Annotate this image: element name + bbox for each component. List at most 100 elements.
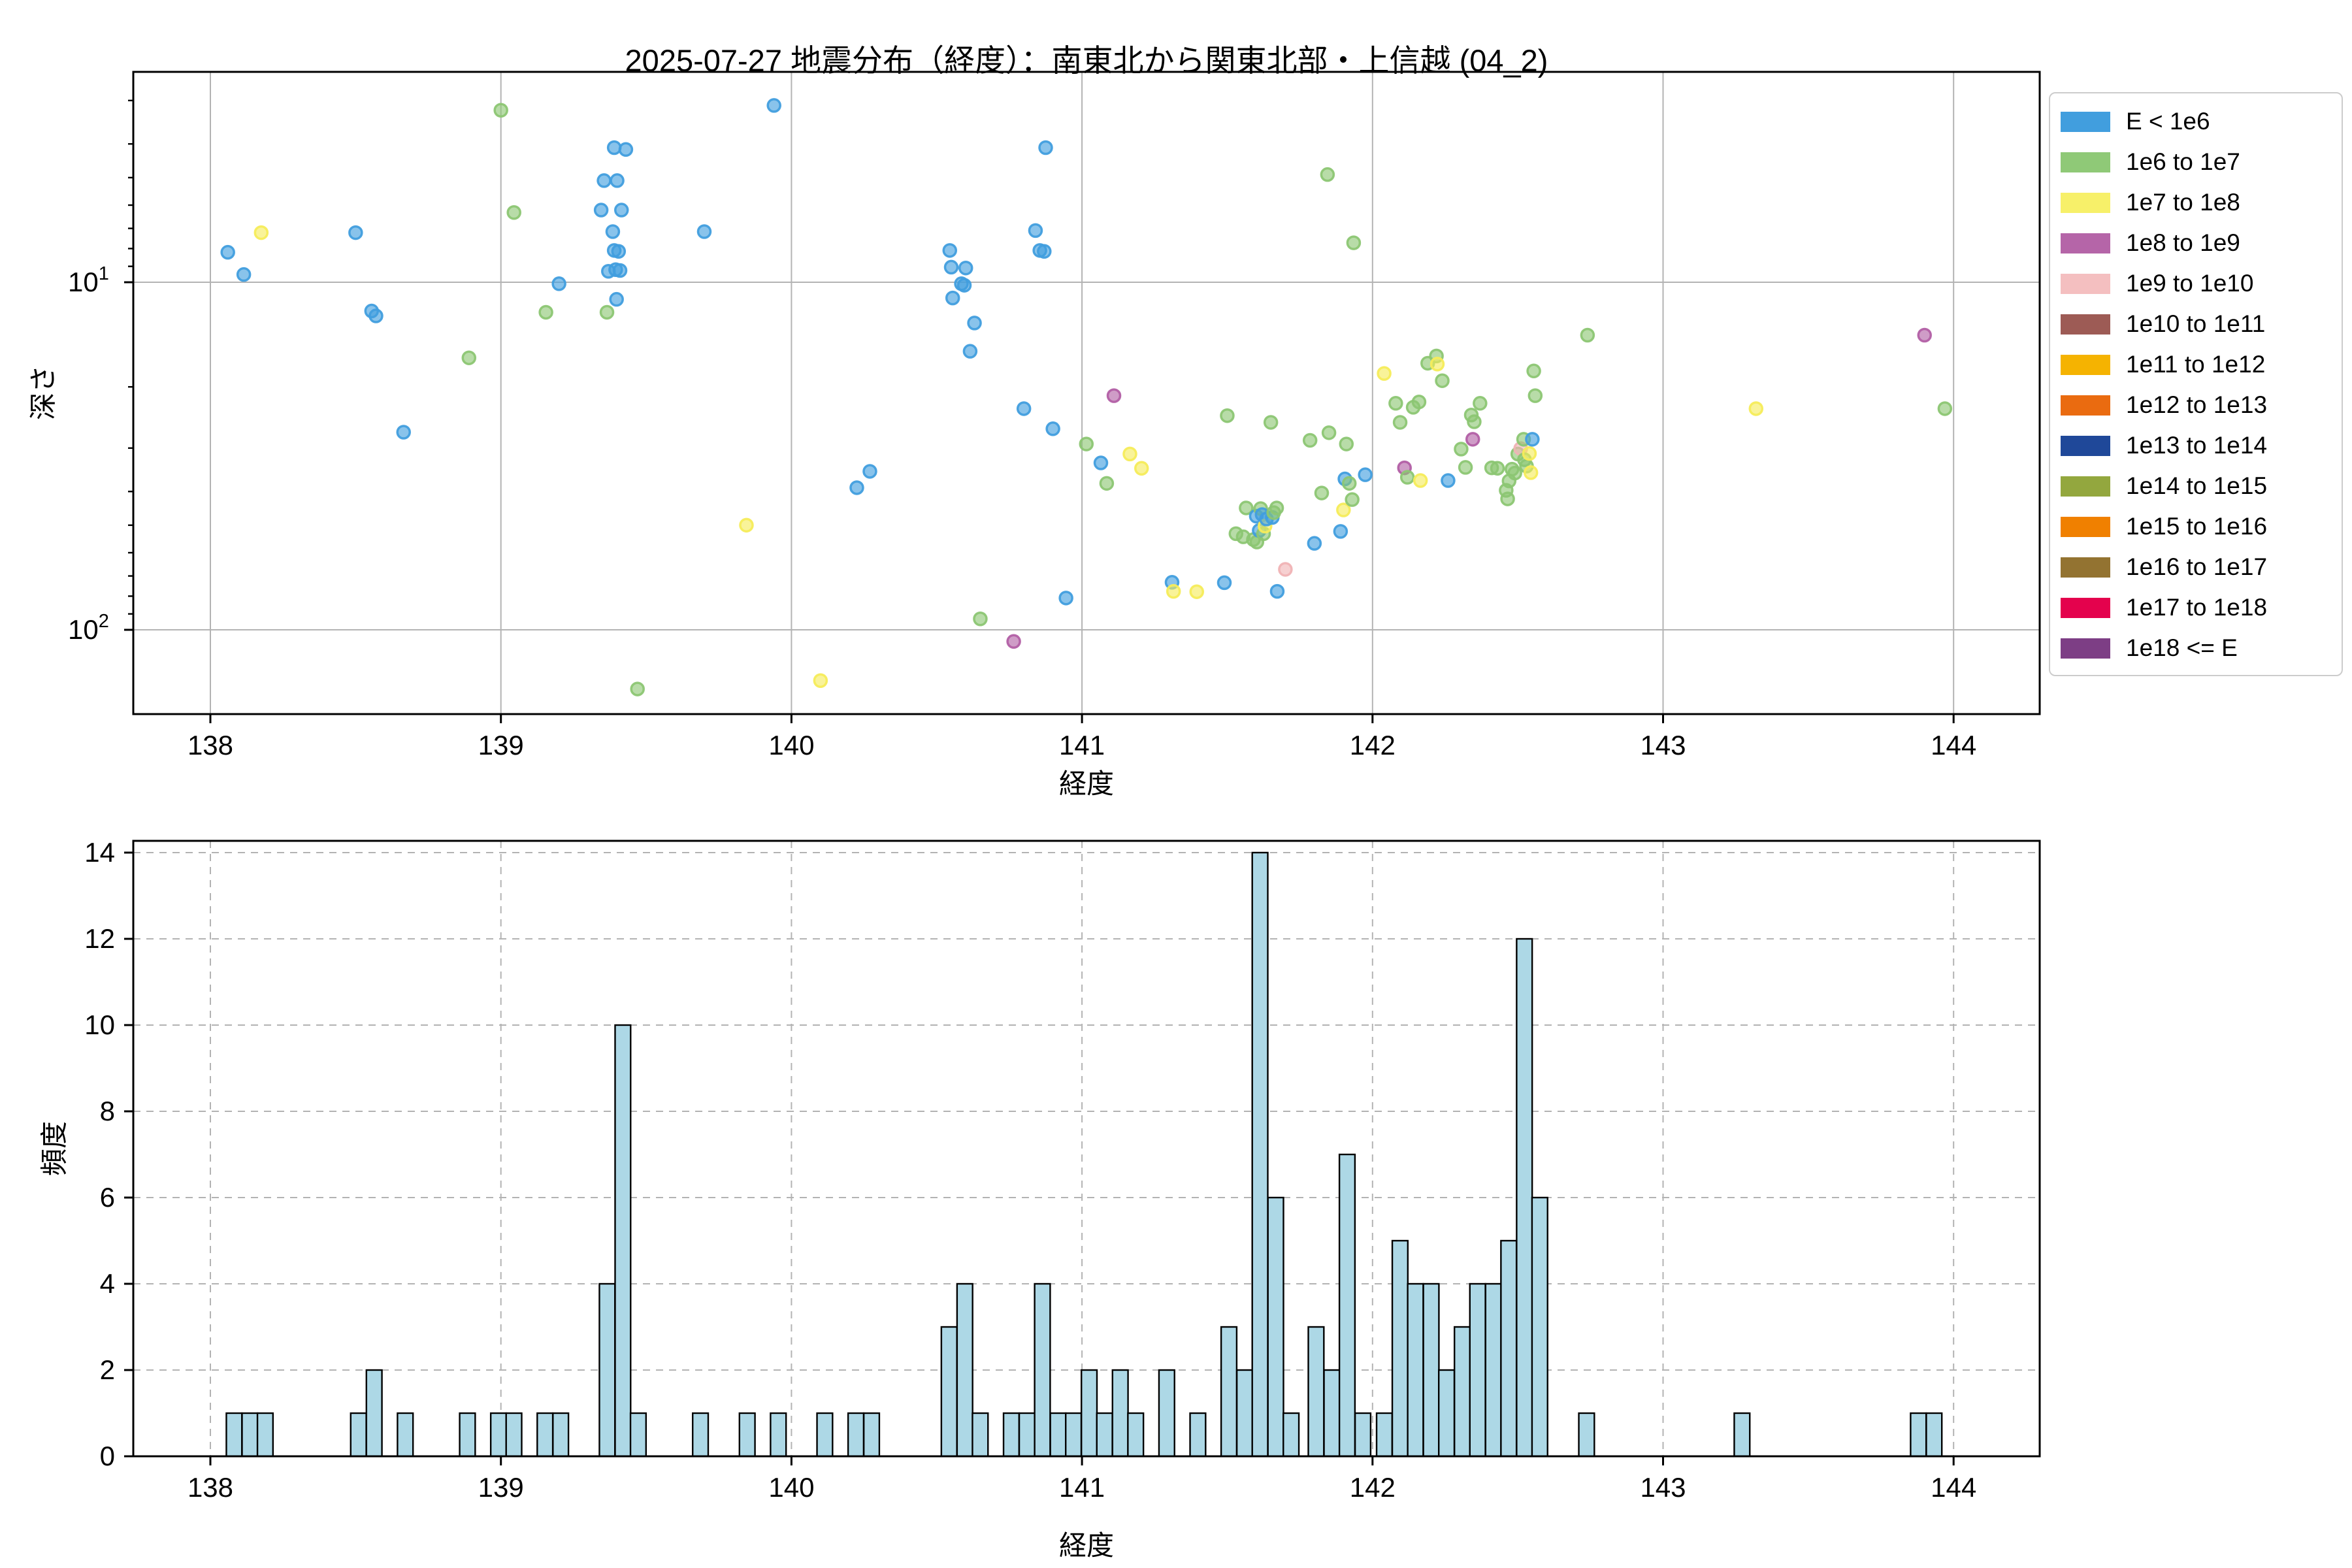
scatter-point xyxy=(253,225,269,240)
scatter-point xyxy=(1239,500,1254,515)
scatter-points xyxy=(220,98,1953,696)
histogram-bar xyxy=(505,1412,523,1458)
scatter-point xyxy=(1320,167,1335,182)
scatter-point xyxy=(1522,446,1537,461)
legend-label: 1e9 to 1e10 xyxy=(2126,270,2254,297)
scatter-panel: 138 139 140 141 142 143 144 101 102 xyxy=(68,71,2041,760)
scatter-point xyxy=(1435,373,1450,388)
histogram-bar xyxy=(241,1412,259,1458)
scatter-point xyxy=(348,225,363,240)
scatter-axes-frame xyxy=(132,71,2041,715)
histogram-bar xyxy=(1469,1282,1486,1458)
histogram-bar xyxy=(1267,1196,1284,1458)
histogram-bar xyxy=(1034,1282,1051,1458)
scatter-point xyxy=(1307,536,1322,551)
scatter-point xyxy=(506,204,521,220)
y-tick-label: 12 xyxy=(84,923,115,954)
y-tick-label: 6 xyxy=(100,1182,115,1213)
x-tick-label: 143 xyxy=(1640,730,1686,760)
legend-swatch xyxy=(2061,111,2110,132)
x-tick-label: 144 xyxy=(1931,1472,1976,1503)
legend-entry: 1e11 to 1e12 xyxy=(2050,344,2342,385)
legend-swatch xyxy=(2061,557,2110,578)
scatter-ylabel: 深さ xyxy=(27,365,59,421)
histogram-bar xyxy=(1516,938,1533,1458)
scatter-point xyxy=(612,263,628,278)
legend-label: 1e18 <= E xyxy=(2126,634,2238,661)
scatter-point xyxy=(1580,327,1595,343)
histogram-bar xyxy=(1002,1412,1021,1458)
scatter-point xyxy=(1045,421,1060,436)
legend-label: 1e10 to 1e11 xyxy=(2126,310,2266,337)
legend-swatch xyxy=(2061,435,2110,456)
histogram-bar xyxy=(770,1412,787,1458)
scatter-point xyxy=(1220,408,1235,423)
scatter-point xyxy=(1377,366,1392,381)
scatter-point xyxy=(1413,473,1428,488)
scatter-point xyxy=(1454,442,1469,457)
scatter-point xyxy=(618,142,634,157)
scatter-point xyxy=(1134,461,1149,476)
histogram-bar xyxy=(1189,1412,1207,1458)
legend-swatch xyxy=(2061,516,2110,537)
scatter-point xyxy=(493,103,508,118)
x-tick-label: 139 xyxy=(478,730,524,760)
page-title: 2025-07-27 地震分布（経度）：南東北から関東北部・上信越 (04_2) xyxy=(625,43,1548,78)
histogram-bar xyxy=(1910,1412,1927,1458)
legend-entry: E < 1e6 xyxy=(2050,101,2342,142)
scatter-point xyxy=(1217,575,1232,591)
legend-entry: 1e13 to 1e14 xyxy=(2050,425,2342,466)
legend-label: 1e8 to 1e9 xyxy=(2126,229,2240,256)
scatter-point xyxy=(1099,476,1115,491)
legend-swatch xyxy=(2061,476,2110,497)
scatter-point xyxy=(1028,223,1043,238)
histogram-bar xyxy=(1338,1153,1356,1458)
x-tick-label: 141 xyxy=(1059,730,1105,760)
histogram-bar xyxy=(862,1412,881,1458)
histogram-bar xyxy=(1235,1369,1254,1458)
y-tick-label: 2 xyxy=(100,1354,115,1385)
x-tick-label: 138 xyxy=(188,1472,233,1503)
scatter-point xyxy=(962,344,978,359)
y-tick-label: 8 xyxy=(100,1096,115,1126)
scatter-point xyxy=(396,425,411,440)
scatter-point xyxy=(967,316,982,331)
legend-swatch xyxy=(2061,314,2110,335)
scatter-point xyxy=(1341,476,1357,491)
scatter-point xyxy=(610,173,625,188)
histogram-bar xyxy=(1323,1369,1341,1458)
y-tick-label: 101 xyxy=(68,263,109,297)
histogram-bar xyxy=(1127,1412,1145,1458)
x-tick-label: 138 xyxy=(188,730,233,760)
histogram-bar xyxy=(552,1412,570,1458)
x-tick-label: 143 xyxy=(1640,1472,1686,1503)
scatter-point xyxy=(1490,461,1505,476)
histogram-bar xyxy=(692,1412,710,1458)
x-tick-label: 144 xyxy=(1931,730,1976,760)
scatter-point xyxy=(1302,433,1318,448)
histogram-bar xyxy=(1251,851,1269,1458)
histogram-bar xyxy=(225,1412,243,1458)
histogram-bar xyxy=(629,1412,647,1458)
histogram-bar xyxy=(1307,1326,1325,1458)
histogram-ylabel: 頻度 xyxy=(39,1120,70,1177)
scatter-point xyxy=(614,203,629,218)
legend-entry: 1e12 to 1e13 xyxy=(2050,385,2342,425)
scatter-point xyxy=(1189,584,1205,599)
scatter-point xyxy=(1058,591,1073,606)
scatter-point xyxy=(368,308,384,323)
histogram-bar xyxy=(1049,1412,1067,1458)
histogram-bar xyxy=(614,1024,632,1458)
histogram-bar xyxy=(1375,1412,1394,1458)
legend-label: 1e13 to 1e14 xyxy=(2126,432,2268,459)
y-tick-label: 4 xyxy=(100,1268,115,1299)
legend-entry: 1e17 to 1e18 xyxy=(2050,587,2342,628)
scatter-point xyxy=(1525,432,1540,447)
y-tick-label: 102 xyxy=(68,611,109,645)
legend-entry: 1e10 to 1e11 xyxy=(2050,304,2342,344)
scatter-point xyxy=(1473,396,1488,411)
scatter-point xyxy=(236,267,252,282)
scatter-point xyxy=(1269,583,1285,599)
scatter-point xyxy=(956,278,972,293)
histogram-bar xyxy=(816,1412,834,1458)
